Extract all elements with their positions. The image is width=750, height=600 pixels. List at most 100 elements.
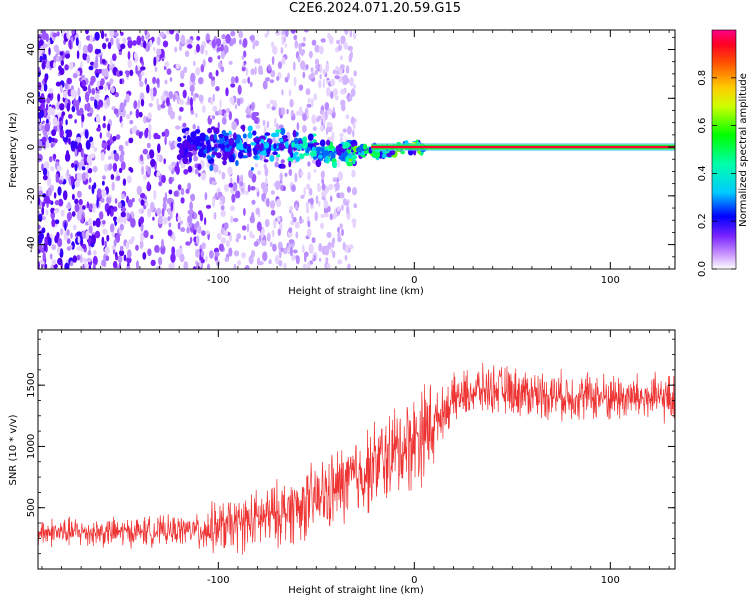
- heatmap-cell: [156, 207, 162, 216]
- heatmap-cell: [141, 35, 145, 42]
- heatmap-cell: [280, 47, 284, 55]
- heatmap-cell: [56, 165, 62, 172]
- bottom-ytick-label: 500: [26, 498, 37, 517]
- heatmap-cell: [127, 249, 132, 259]
- heatmap-cell: [225, 108, 231, 113]
- heatmap-cell: [302, 124, 307, 133]
- heatmap-cell: [283, 136, 288, 143]
- heatmap-cell: [194, 168, 199, 175]
- heatmap-cell: [101, 236, 105, 246]
- heatmap-cell: [349, 30, 353, 38]
- heatmap-cell: [114, 152, 120, 162]
- heatmap-cell: [216, 152, 222, 159]
- heatmap-cell: [294, 40, 299, 49]
- heatmap-cell: [144, 30, 148, 35]
- colorbar-tick-label: 0.0: [697, 261, 708, 277]
- heatmap-cell: [287, 72, 290, 80]
- heatmap-cell: [65, 119, 68, 126]
- heatmap-cell: [321, 178, 325, 184]
- heatmap-cell: [303, 30, 309, 33]
- heatmap-cell: [225, 87, 229, 97]
- heatmap-cell: [250, 68, 255, 76]
- heatmap-cell: [262, 119, 266, 127]
- heatmap-cell: [92, 250, 97, 256]
- heatmap-cell: [107, 84, 111, 90]
- heatmap-cell: [281, 89, 284, 96]
- heatmap-cell: [339, 223, 343, 229]
- heatmap-cell: [316, 117, 320, 123]
- heatmap-cell: [231, 121, 237, 131]
- heatmap-cell: [78, 198, 83, 206]
- heatmap-cell: [59, 84, 63, 94]
- heatmap-cell: [76, 211, 82, 221]
- heatmap-cell: [169, 77, 173, 82]
- heatmap-cell: [168, 189, 173, 195]
- heatmap-cell: [211, 39, 216, 49]
- heatmap-cell: [341, 228, 344, 237]
- heatmap-cell: [77, 236, 81, 244]
- heatmap-cell: [278, 143, 285, 151]
- heatmap-cell: [228, 145, 232, 149]
- heatmap-cell: [300, 60, 306, 70]
- heatmap-cell: [266, 232, 271, 242]
- heatmap-cell: [180, 227, 186, 233]
- heatmap-cell: [179, 220, 183, 225]
- heatmap-cell: [66, 169, 70, 177]
- heatmap-cell: [185, 127, 190, 131]
- heatmap-cell: [164, 128, 170, 138]
- heatmap-cell: [348, 94, 353, 102]
- snr-series: [38, 362, 675, 555]
- heatmap-cell: [169, 110, 175, 120]
- heatmap-cell: [330, 195, 333, 202]
- heatmap-cell: [323, 199, 329, 209]
- heatmap-cell: [104, 142, 108, 148]
- heatmap-cell: [243, 141, 248, 149]
- heatmap-cell: [269, 79, 275, 84]
- heatmap-cell: [206, 263, 211, 269]
- heatmap-cell: [280, 164, 286, 169]
- heatmap-cell: [305, 183, 311, 190]
- heatmap-cell: [336, 39, 341, 45]
- heatmap-cell: [129, 111, 133, 115]
- heatmap-cell: [280, 247, 284, 252]
- heatmap-cell: [327, 108, 333, 116]
- heatmap-cell: [170, 201, 174, 212]
- heatmap-cell: [270, 209, 276, 216]
- heatmap-cell: [136, 185, 142, 196]
- heatmap-cell: [66, 77, 72, 85]
- heatmap-cell: [280, 107, 286, 116]
- colorbar-tick-label: 0.2: [697, 213, 708, 229]
- heatmap-cell: [304, 253, 307, 263]
- heatmap-cell: [77, 142, 83, 153]
- heatmap-cell: [38, 196, 41, 206]
- heatmap-cell: [318, 257, 322, 262]
- heatmap-cell: [346, 205, 350, 215]
- heatmap-cell: [309, 50, 313, 59]
- heatmap-cell: [303, 152, 310, 156]
- colorbar-tick-label: 0.6: [697, 118, 708, 134]
- heatmap-cell: [112, 162, 118, 172]
- heatmap-cell: [76, 109, 82, 116]
- heatmap-cell: [194, 136, 202, 142]
- heatmap-cell: [308, 188, 313, 196]
- heatmap-cell: [237, 260, 241, 266]
- heatmap-cell: [353, 70, 357, 77]
- top-ytick-label: 20: [26, 92, 37, 105]
- heatmap-cell: [264, 167, 269, 177]
- heatmap-cell: [220, 205, 225, 211]
- heatmap-cell: [297, 256, 300, 262]
- heatmap-cell: [156, 97, 159, 106]
- heatmap-cell: [46, 118, 49, 125]
- heatmap-cell: [126, 256, 132, 264]
- bottom-xtick-label: -100: [207, 575, 230, 586]
- heatmap-cell: [218, 243, 224, 252]
- heatmap-cell: [271, 137, 277, 143]
- heatmap-cell: [294, 151, 299, 156]
- heatmap-cell: [39, 39, 44, 46]
- heatmap-cell: [278, 249, 282, 259]
- heatmap-cell: [352, 129, 355, 138]
- heatmap-cell: [168, 164, 173, 172]
- heatmap-cell: [56, 31, 60, 37]
- heatmap-cell: [138, 131, 143, 139]
- heatmap-cell: [230, 177, 233, 185]
